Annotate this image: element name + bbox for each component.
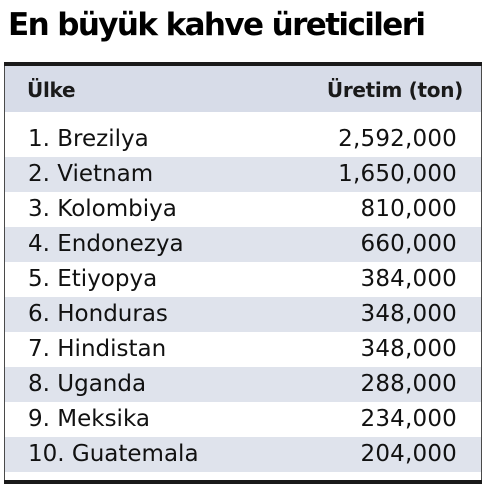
left-border: [4, 66, 5, 480]
table-row: 10. Guatemala 204,000: [5, 437, 481, 472]
bottom-rule: [4, 480, 482, 484]
table-row: 8. Uganda 288,000: [5, 367, 481, 402]
country-cell: 9. Meksika: [28, 406, 150, 432]
production-cell: 204,000: [360, 441, 457, 467]
country-cell: 6. Honduras: [28, 301, 168, 327]
table-row: 4. Endonezya 660,000: [5, 227, 481, 262]
production-cell: 660,000: [360, 231, 457, 257]
table-row: 5. Etiyopya 384,000: [5, 262, 481, 297]
header-production: Üretim (ton): [326, 78, 463, 102]
header-country: Ülke: [27, 78, 76, 102]
production-cell: 348,000: [360, 301, 457, 327]
production-cell: 2,592,000: [338, 126, 457, 152]
production-cell: 810,000: [360, 196, 457, 222]
table-row: 3. Kolombiya 810,000: [5, 192, 481, 227]
table-header: Ülke Üretim (ton): [5, 66, 481, 112]
country-cell: 10. Guatemala: [28, 441, 199, 467]
country-cell: 2. Vietnam: [28, 161, 154, 187]
top-rule: [4, 62, 482, 66]
country-cell: 5. Etiyopya: [28, 266, 158, 292]
table-body: 1. Brezilya 2,592,000 2. Vietnam 1,650,0…: [5, 122, 481, 472]
table-row: 1. Brezilya 2,592,000: [5, 122, 481, 157]
production-cell: 288,000: [360, 371, 457, 397]
production-cell: 1,650,000: [338, 161, 457, 187]
country-cell: 1. Brezilya: [28, 126, 149, 152]
table-row: 9. Meksika 234,000: [5, 402, 481, 437]
right-border: [481, 66, 482, 480]
country-cell: 8. Uganda: [28, 371, 147, 397]
table-row: 2. Vietnam 1,650,000: [5, 157, 481, 192]
table-row: 7. Hindistan 348,000: [5, 332, 481, 367]
country-cell: 7. Hindistan: [28, 336, 167, 362]
production-cell: 348,000: [360, 336, 457, 362]
table-row: 6. Honduras 348,000: [5, 297, 481, 332]
country-cell: 4. Endonezya: [28, 231, 184, 257]
page-title: En büyük kahve üreticileri: [8, 7, 426, 43]
production-cell: 234,000: [360, 406, 457, 432]
production-cell: 384,000: [360, 266, 457, 292]
country-cell: 3. Kolombiya: [28, 196, 177, 222]
